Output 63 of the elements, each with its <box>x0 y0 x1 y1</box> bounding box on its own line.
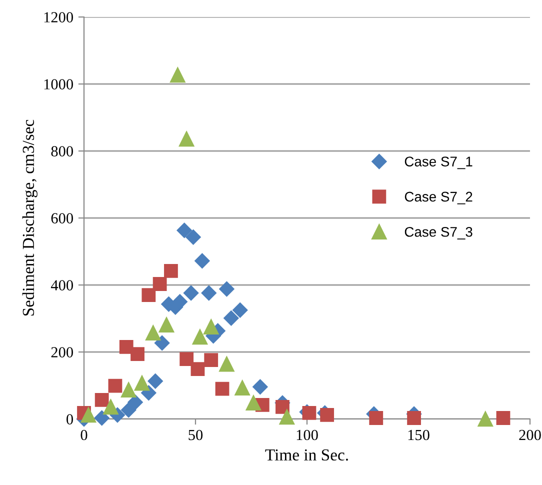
legend-label: Case S7_1 <box>404 156 472 170</box>
point <box>190 362 205 376</box>
x-tick-label: 50 <box>188 430 203 440</box>
point <box>194 253 210 268</box>
point <box>94 392 109 407</box>
point <box>178 131 194 147</box>
y-tick-label: 0 <box>66 414 73 424</box>
point <box>180 352 194 366</box>
point <box>201 285 216 301</box>
point <box>407 411 421 425</box>
point <box>234 380 250 396</box>
point <box>246 395 262 411</box>
point <box>219 281 234 297</box>
x-tick-label: 200 <box>519 430 541 440</box>
point <box>128 394 143 410</box>
x-axis-title: Time in Sec. <box>265 449 348 461</box>
point <box>148 374 163 389</box>
x-tick-label: 150 <box>408 430 430 440</box>
y-axis-title: Sediment Discharge, cm3/sec <box>22 120 38 316</box>
point <box>192 329 208 345</box>
point <box>176 222 192 238</box>
point <box>478 411 494 427</box>
point <box>203 319 219 335</box>
point <box>232 302 248 318</box>
y-tick-label: 400 <box>50 280 73 290</box>
point <box>120 382 136 398</box>
point <box>320 408 334 422</box>
point <box>183 285 199 301</box>
point <box>154 335 170 351</box>
point <box>158 317 174 333</box>
point <box>152 277 167 291</box>
point <box>276 400 290 414</box>
point <box>121 402 136 418</box>
point <box>219 356 234 372</box>
point <box>204 353 218 367</box>
x-tick-label: 0 <box>80 430 88 440</box>
point <box>94 410 110 426</box>
legend-label: Case S7_2 <box>404 192 472 204</box>
point <box>369 411 384 425</box>
point <box>215 382 230 396</box>
point <box>496 411 510 425</box>
point <box>145 325 161 341</box>
point <box>108 378 122 393</box>
legend-label: Case S7_3 <box>404 226 472 240</box>
point <box>164 264 178 278</box>
point <box>186 230 201 245</box>
point <box>103 399 118 415</box>
y-tick-label: 800 <box>51 146 73 156</box>
y-tick-label: 1200 <box>44 12 73 22</box>
point <box>119 340 134 354</box>
y-tick-label: 1000 <box>44 79 73 90</box>
point <box>134 376 150 391</box>
y-tick-label: 200 <box>51 347 73 358</box>
point <box>142 288 156 302</box>
point <box>80 407 96 423</box>
point <box>130 347 144 361</box>
point <box>252 379 268 394</box>
y-tick-label: 600 <box>51 213 73 224</box>
point <box>279 409 295 425</box>
point <box>224 310 239 326</box>
x-tick-label: 100 <box>296 430 318 440</box>
point <box>170 67 186 83</box>
point <box>302 406 316 420</box>
